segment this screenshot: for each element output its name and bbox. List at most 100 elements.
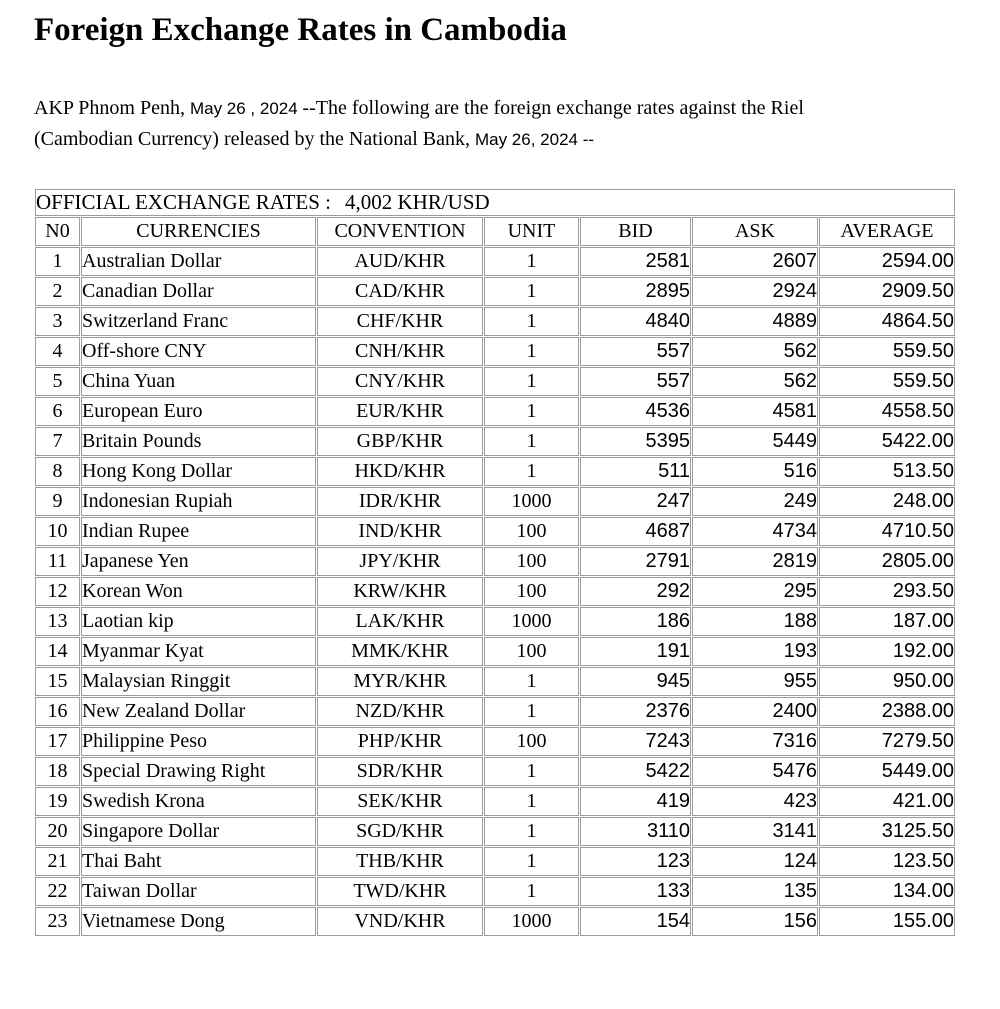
cell-unit: 1 <box>484 876 579 906</box>
cell-ask: 562 <box>692 366 818 396</box>
cell-unit: 1 <box>484 306 579 336</box>
cell-currency: China Yuan <box>81 366 316 396</box>
cell-no: 2 <box>35 276 80 306</box>
cell-no: 23 <box>35 906 80 936</box>
intro-text-3: (Cambodian Currency) released by the Nat… <box>34 127 475 150</box>
cell-average: 513.50 <box>819 456 956 486</box>
cell-ask: 249 <box>692 486 818 516</box>
cell-no: 7 <box>35 426 80 456</box>
cell-average: 4864.50 <box>819 306 956 336</box>
cell-currency: Indonesian Rupiah <box>81 486 316 516</box>
cell-ask: 423 <box>692 786 818 816</box>
cell-currency: Thai Baht <box>81 846 316 876</box>
cell-ask: 5476 <box>692 756 818 786</box>
cell-convention: TWD/KHR <box>317 876 483 906</box>
table-caption-row: OFFICIAL EXCHANGE RATES : 4,002 KHR/USD <box>35 188 956 216</box>
table-row: 8 Hong Kong Dollar HKD/KHR 1 511 516 513… <box>35 456 956 486</box>
cell-bid: 7243 <box>580 726 691 756</box>
page-title: Foreign Exchange Rates in Cambodia <box>34 12 567 48</box>
cell-ask: 2400 <box>692 696 818 726</box>
cell-unit: 1 <box>484 696 579 726</box>
exchange-rates-table: OFFICIAL EXCHANGE RATES : 4,002 KHR/USD N… <box>34 187 957 937</box>
cell-unit: 100 <box>484 636 579 666</box>
cell-ask: 562 <box>692 336 818 366</box>
cell-ask: 156 <box>692 906 818 936</box>
cell-bid: 292 <box>580 576 691 606</box>
table-row: 13 Laotian kip LAK/KHR 1000 186 188 187.… <box>35 606 956 636</box>
cell-bid: 511 <box>580 456 691 486</box>
cell-no: 11 <box>35 546 80 576</box>
cell-convention: HKD/KHR <box>317 456 483 486</box>
cell-average: 293.50 <box>819 576 956 606</box>
cell-average: 2594.00 <box>819 246 956 276</box>
cell-convention: KRW/KHR <box>317 576 483 606</box>
cell-no: 3 <box>35 306 80 336</box>
table-row: 14 Myanmar Kyat MMK/KHR 100 191 193 192.… <box>35 636 956 666</box>
cell-no: 20 <box>35 816 80 846</box>
cell-average: 4558.50 <box>819 396 956 426</box>
table-row: 23 Vietnamese Dong VND/KHR 1000 154 156 … <box>35 906 956 936</box>
cell-convention: CHF/KHR <box>317 306 483 336</box>
table-row: 19 Swedish Krona SEK/KHR 1 419 423 421.0… <box>35 786 956 816</box>
cell-unit: 1 <box>484 816 579 846</box>
cell-bid: 557 <box>580 336 691 366</box>
cell-no: 9 <box>35 486 80 516</box>
cell-no: 13 <box>35 606 80 636</box>
cell-average: 155.00 <box>819 906 956 936</box>
cell-ask: 2607 <box>692 246 818 276</box>
cell-no: 19 <box>35 786 80 816</box>
cell-ask: 5449 <box>692 426 818 456</box>
table-row: 21 Thai Baht THB/KHR 1 123 124 123.50 <box>35 846 956 876</box>
cell-unit: 1 <box>484 426 579 456</box>
cell-bid: 2895 <box>580 276 691 306</box>
cell-bid: 2581 <box>580 246 691 276</box>
cell-no: 10 <box>35 516 80 546</box>
cell-currency: Malaysian Ringgit <box>81 666 316 696</box>
cell-currency: European Euro <box>81 396 316 426</box>
cell-no: 22 <box>35 876 80 906</box>
table-row: 16 New Zealand Dollar NZD/KHR 1 2376 240… <box>35 696 956 726</box>
cell-ask: 955 <box>692 666 818 696</box>
cell-bid: 5395 <box>580 426 691 456</box>
cell-currency: Laotian kip <box>81 606 316 636</box>
table-row: 4 Off-shore CNY CNH/KHR 1 557 562 559.50 <box>35 336 956 366</box>
cell-ask: 188 <box>692 606 818 636</box>
cell-convention: GBP/KHR <box>317 426 483 456</box>
table-row: 17 Philippine Peso PHP/KHR 100 7243 7316… <box>35 726 956 756</box>
cell-currency: Switzerland Franc <box>81 306 316 336</box>
cell-convention: LAK/KHR <box>317 606 483 636</box>
cell-bid: 133 <box>580 876 691 906</box>
table-row: 7 Britain Pounds GBP/KHR 1 5395 5449 542… <box>35 426 956 456</box>
cell-bid: 3110 <box>580 816 691 846</box>
table-row: 11 Japanese Yen JPY/KHR 100 2791 2819 28… <box>35 546 956 576</box>
cell-unit: 100 <box>484 546 579 576</box>
cell-unit: 100 <box>484 516 579 546</box>
cell-currency: Swedish Krona <box>81 786 316 816</box>
cell-convention: IND/KHR <box>317 516 483 546</box>
cell-unit: 1 <box>484 666 579 696</box>
cell-currency: Hong Kong Dollar <box>81 456 316 486</box>
cell-convention: EUR/KHR <box>317 396 483 426</box>
header-currencies: CURRENCIES <box>81 216 316 246</box>
cell-no: 15 <box>35 666 80 696</box>
cell-no: 16 <box>35 696 80 726</box>
cell-currency: Taiwan Dollar <box>81 876 316 906</box>
table-row: 5 China Yuan CNY/KHR 1 557 562 559.50 <box>35 366 956 396</box>
cell-average: 7279.50 <box>819 726 956 756</box>
cell-currency: Philippine Peso <box>81 726 316 756</box>
cell-bid: 419 <box>580 786 691 816</box>
cell-unit: 1 <box>484 846 579 876</box>
cell-convention: AUD/KHR <box>317 246 483 276</box>
cell-bid: 2791 <box>580 546 691 576</box>
cell-bid: 123 <box>580 846 691 876</box>
cell-convention: MMK/KHR <box>317 636 483 666</box>
cell-average: 187.00 <box>819 606 956 636</box>
cell-average: 2388.00 <box>819 696 956 726</box>
cell-currency: Off-shore CNY <box>81 336 316 366</box>
cell-no: 1 <box>35 246 80 276</box>
cell-bid: 945 <box>580 666 691 696</box>
caption-value: 4,002 KHR/USD <box>344 189 490 214</box>
cell-bid: 191 <box>580 636 691 666</box>
cell-currency: Vietnamese Dong <box>81 906 316 936</box>
cell-average: 192.00 <box>819 636 956 666</box>
